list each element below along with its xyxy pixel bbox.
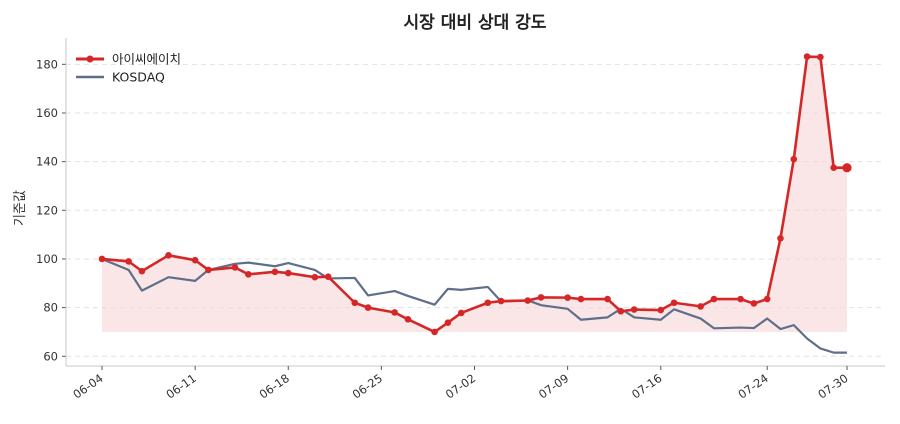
x-tick-label: 06-04	[70, 371, 105, 402]
data-point-stock	[205, 267, 212, 274]
data-point-stock	[445, 319, 452, 326]
y-tick-label: 160	[36, 106, 58, 120]
data-point-stock	[139, 268, 146, 275]
data-point-stock	[564, 294, 571, 301]
x-tick-label: 07-16	[629, 371, 664, 402]
data-point-stock	[697, 303, 704, 310]
data-point-stock	[790, 156, 797, 163]
data-point-stock	[817, 54, 824, 61]
data-point-stock	[764, 296, 771, 303]
legend-label-index: KOSDAQ	[112, 70, 165, 85]
x-tick-label: 06-11	[163, 371, 198, 402]
data-point-stock	[578, 296, 585, 303]
x-tick-label: 06-18	[257, 371, 292, 402]
data-point-stock	[751, 300, 758, 307]
data-point-stock	[777, 235, 784, 242]
y-tick-label: 120	[36, 203, 58, 217]
y-tick-label: 180	[36, 57, 58, 71]
data-point-stock	[842, 163, 851, 172]
x-tick-label: 07-30	[815, 371, 850, 402]
data-point-stock	[458, 310, 465, 317]
chart-title: 시장 대비 상대 강도	[404, 13, 547, 33]
data-point-stock	[391, 309, 398, 316]
data-point-stock	[272, 269, 279, 276]
data-point-stock	[351, 299, 358, 306]
data-point-stock	[711, 296, 718, 303]
y-tick-label: 140	[36, 155, 58, 169]
data-point-stock	[485, 299, 492, 306]
data-point-stock	[285, 270, 292, 277]
data-point-stock	[165, 252, 172, 259]
legend-label-stock: 아이씨에이치	[112, 52, 181, 67]
data-point-stock	[99, 256, 106, 263]
data-point-stock	[830, 164, 837, 171]
data-point-stock	[125, 258, 132, 265]
data-point-stock	[312, 274, 319, 281]
x-tick-label: 07-24	[735, 371, 770, 402]
data-point-stock	[538, 294, 545, 301]
data-point-stock	[405, 316, 412, 323]
data-point-stock	[245, 271, 252, 278]
y-tick-label: 100	[36, 252, 58, 266]
fill-layer	[102, 57, 847, 332]
data-point-stock	[604, 296, 611, 303]
x-tick-label: 06-25	[350, 371, 385, 402]
data-point-stock	[524, 297, 531, 304]
axis-layer: 60 80 100 120 140 160 180 06-04 06-11 06-18 06-25 0…	[36, 38, 885, 402]
x-tick-label: 07-02	[443, 371, 478, 402]
data-point-stock	[657, 307, 664, 314]
data-point-stock	[804, 53, 811, 60]
data-point-stock	[192, 257, 199, 264]
data-point-stock	[618, 308, 625, 315]
legend-marker-stock	[87, 56, 94, 63]
data-point-stock	[631, 306, 638, 313]
data-point-stock	[325, 273, 332, 280]
data-point-stock	[365, 304, 372, 311]
data-point-stock	[498, 298, 505, 305]
stock-area-fill	[102, 57, 847, 332]
data-point-stock	[737, 296, 744, 303]
y-tick-label: 60	[43, 349, 58, 363]
data-point-stock	[671, 299, 678, 306]
data-point-stock	[232, 264, 239, 271]
y-axis-label: 기준값	[13, 190, 28, 226]
legend: 아이씨에이치 KOSDAQ	[76, 52, 181, 85]
data-point-stock	[431, 329, 438, 336]
x-tick-label: 07-09	[536, 371, 571, 402]
y-tick-label: 80	[43, 301, 58, 315]
